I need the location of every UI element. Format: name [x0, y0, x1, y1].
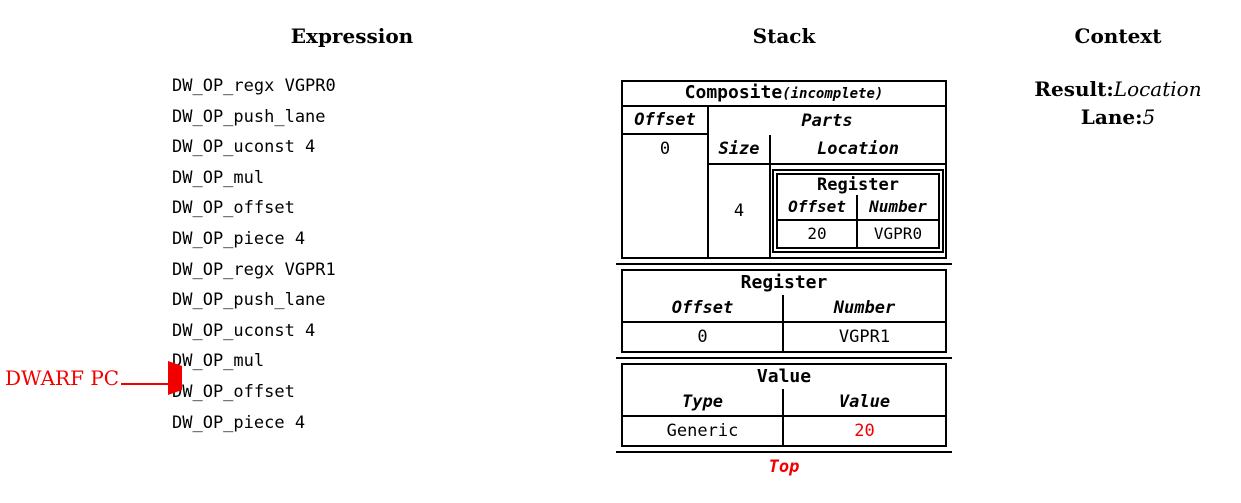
value-type-header: Type: [623, 389, 784, 415]
context-lane-row: Lane:5: [1000, 103, 1236, 131]
register-number-value: VGPR1: [838, 327, 891, 347]
nested-register-offset-header: Offset: [778, 195, 858, 219]
context-panel: Result:Location Lane:5: [1000, 75, 1236, 131]
context-result-row: Result:Location: [1000, 75, 1236, 103]
dwarf-pc-arrow-icon: [119, 361, 183, 395]
register-header-row: Offset Number: [623, 295, 945, 323]
expression-column-title: Expression: [290, 24, 414, 48]
composite-location-body: Register Offset Number 20 VGPR0: [771, 165, 945, 257]
nested-register-title: Register: [817, 175, 899, 195]
composite-size-column: Size 4: [709, 135, 771, 257]
composite-parts-column: Parts Size 4 Location Register Offset: [709, 107, 945, 257]
dwarf-pc-label: DWARF PC: [5, 366, 120, 390]
stack-entry-register: Register Offset Number 0 VGPR1: [621, 269, 947, 353]
expression-op: DW_OP_uconst 4: [172, 320, 316, 341]
expression-op: DW_OP_push_lane: [172, 290, 326, 311]
expression-list: DW_OP_regx VGPR0 DW_OP_push_lane DW_OP_u…: [172, 71, 336, 438]
stack-separator: [616, 263, 952, 265]
expression-op: DW_OP_regx VGPR0: [172, 76, 336, 96]
stack-separator: [616, 451, 952, 453]
nested-register-value-row: 20 VGPR0: [778, 221, 938, 247]
expression-op: DW_OP_regx VGPR1: [172, 259, 336, 280]
expression-op: DW_OP_piece 4: [172, 228, 306, 249]
nested-register-header-row: Offset Number: [778, 195, 938, 221]
nested-register-offset-value: 20: [778, 221, 858, 247]
value-title: Value: [756, 366, 812, 387]
expression-op: DW_OP_offset: [172, 198, 295, 219]
stack-panel: Composite(incomplete) Offset 0 Parts Siz…: [616, 80, 952, 477]
nested-register-number-header: Number: [869, 197, 927, 216]
nested-register-number-value: VGPR0: [873, 224, 923, 243]
value-value-value: 20: [854, 421, 875, 441]
value-type-value: Generic: [623, 417, 784, 445]
expression-op-pc-target: DW_OP_offset: [172, 381, 295, 402]
register-value-row: 0 VGPR1: [623, 323, 945, 351]
stack-column-title: Stack: [752, 24, 816, 48]
context-lane-label: Lane:: [1080, 105, 1143, 129]
composite-location-header: Location: [771, 135, 945, 165]
stack-entry-value: Value Type Value Generic 20: [621, 363, 947, 447]
value-value-row: Generic 20: [623, 417, 945, 445]
value-value-header: Value: [838, 392, 891, 412]
composite-body: Offset 0 Parts Size 4 Location Register: [623, 107, 945, 257]
expression-op: DW_OP_push_lane: [172, 106, 326, 127]
register-number-header: Number: [833, 298, 896, 318]
value-header-row: Type Value: [623, 389, 945, 417]
context-lane-value: 5: [1142, 105, 1156, 129]
context-column-title: Context: [1074, 24, 1162, 48]
register-offset-value: 0: [623, 323, 784, 351]
composite-title-suffix: (incomplete): [782, 86, 884, 102]
composite-offset-header: Offset: [623, 107, 707, 135]
context-result-value: Location: [1113, 77, 1202, 101]
register-offset-header: Offset: [623, 295, 784, 321]
composite-location-column: Location Register Offset Number 20: [771, 135, 945, 257]
composite-title-row: Composite(incomplete): [623, 82, 945, 107]
composite-size-header: Size: [709, 135, 769, 165]
expression-op: DW_OP_uconst 4: [172, 137, 316, 158]
expression-op: DW_OP_mul: [172, 167, 265, 188]
dwarf-pc-annotation: DWARF PC: [5, 361, 183, 395]
composite-parts-header: Parts: [801, 111, 853, 131]
context-result-label: Result:: [1034, 77, 1114, 101]
composite-offset-value: 0: [659, 139, 671, 159]
stack-top-label: Top: [768, 457, 800, 477]
expression-op: DW_OP_piece 4: [172, 412, 306, 433]
nested-register-table: Register Offset Number 20 VGPR0: [772, 169, 944, 253]
expression-op: DW_OP_mul: [172, 351, 265, 372]
composite-size-value: 4: [733, 201, 745, 221]
stack-separator: [616, 357, 952, 359]
register-title: Register: [740, 272, 828, 293]
composite-part-row: Size 4 Location Register Offset Number: [709, 135, 945, 257]
composite-offset-column: Offset 0: [623, 107, 709, 257]
composite-title: Composite: [684, 82, 783, 103]
stack-entry-composite: Composite(incomplete) Offset 0 Parts Siz…: [621, 80, 947, 259]
